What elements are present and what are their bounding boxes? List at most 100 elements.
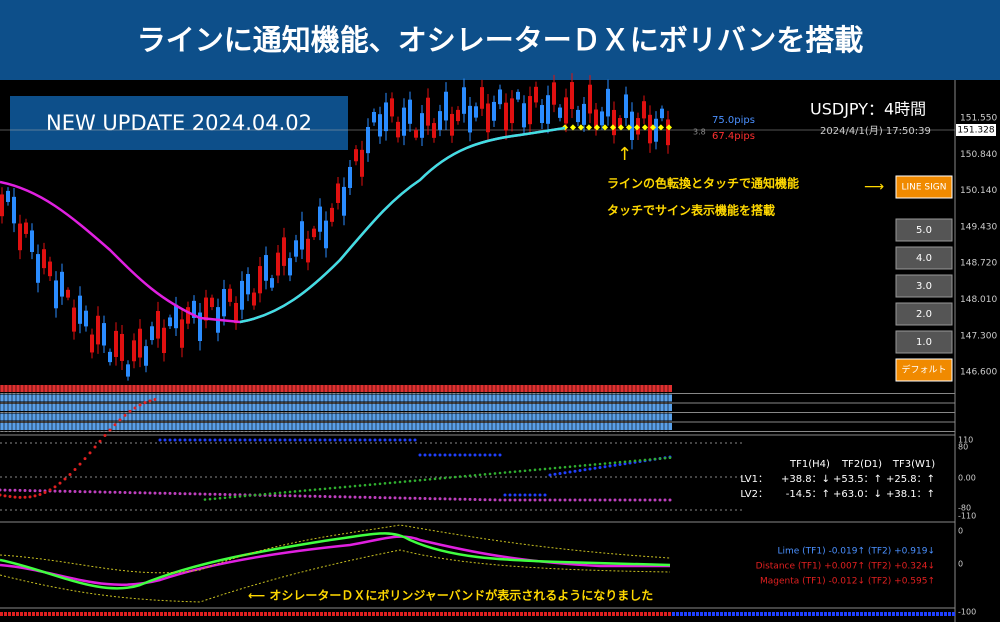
bottom-dot: [116, 612, 119, 616]
bottom-dot: [860, 612, 863, 616]
bottom-dot: [876, 612, 879, 616]
osc-dot: [368, 483, 372, 487]
osc-dot: [413, 479, 417, 482]
bottom-strip: [0, 612, 955, 616]
osc-dot: [273, 494, 277, 497]
osc-dot: [423, 497, 427, 500]
bottom-dot: [124, 612, 127, 616]
osc-dot: [328, 495, 332, 499]
osc-dot: [218, 496, 222, 500]
level-label[interactable]: 3.0: [916, 281, 932, 292]
candle: [162, 327, 166, 354]
osc-dot: [383, 438, 387, 442]
osc-dot: [608, 461, 612, 465]
bottom-dot: [452, 612, 455, 616]
bottom-dot: [224, 612, 227, 616]
bottom-dot: [412, 612, 415, 616]
osc-dot: [158, 438, 162, 442]
candle: [150, 326, 154, 341]
sign: ◆: [650, 123, 657, 132]
bottom-dot: [0, 612, 3, 616]
bottom-dot: [468, 612, 471, 616]
osc-dot: [453, 475, 457, 479]
level-button[interactable]: [895, 218, 953, 242]
level-button[interactable]: [895, 330, 953, 354]
osc-dot: [403, 438, 407, 442]
bottom-dot: [460, 612, 463, 616]
osc-dot: [593, 466, 597, 470]
candle: [306, 238, 310, 263]
osc-dot: [573, 464, 577, 468]
osc-dot: [543, 493, 547, 497]
osc-dot: [328, 438, 332, 442]
osc-dot: [443, 453, 447, 457]
osc-dot: [433, 477, 437, 481]
bottom-dot: [228, 612, 231, 616]
bottom-dot: [740, 612, 743, 616]
bottom-dot: [80, 612, 83, 616]
bottom-dot: [520, 612, 523, 616]
osc-dot: [303, 494, 307, 498]
line-sign-button[interactable]: [895, 175, 953, 199]
bottom-dot: [748, 612, 751, 616]
current-price: 151.328: [957, 126, 994, 136]
bottom-dot: [732, 612, 735, 616]
bottom-dot: [524, 612, 527, 616]
candle: [516, 91, 520, 100]
candle: [582, 103, 586, 125]
osc-dot: [268, 438, 272, 442]
osc-dot: [408, 479, 412, 483]
osc-dot: [18, 495, 22, 499]
osc-dot: [523, 469, 527, 473]
default-label[interactable]: デフォルト: [901, 364, 946, 376]
default-button[interactable]: [895, 358, 953, 382]
osc-dot: [8, 495, 12, 499]
ma-line-cyan: [239, 126, 566, 324]
osc-dot: [103, 490, 107, 494]
bottom-dot: [724, 612, 727, 616]
osc-dot: [203, 438, 207, 442]
osc-dot: [253, 438, 257, 442]
level-button[interactable]: [895, 246, 953, 270]
current-price-box: [956, 124, 996, 136]
level-label[interactable]: 5.0: [916, 225, 932, 236]
osc-dot: [643, 458, 647, 462]
level-button[interactable]: [895, 302, 953, 326]
osc-dot: [208, 438, 212, 442]
osc-dot: [503, 493, 507, 497]
osc-dot: [663, 456, 667, 460]
bottom-dot: [464, 612, 467, 616]
bottom-dot: [868, 612, 871, 616]
bottom-dot: [8, 612, 11, 616]
bottom-dot: [812, 612, 815, 616]
line-sign-label[interactable]: LINE SIGN: [901, 183, 946, 193]
osc-dot: [543, 498, 547, 502]
osc-dot: [118, 490, 122, 494]
level-button[interactable]: [895, 274, 953, 298]
bottom-dot: [332, 612, 335, 616]
bottom-dot: [272, 612, 275, 616]
osc-dot: [153, 398, 157, 402]
osc-dot: [408, 438, 412, 442]
bottom-dot: [940, 612, 943, 616]
osc-dot: [318, 494, 322, 498]
level-label[interactable]: 4.0: [916, 253, 932, 264]
osc-dot: [478, 473, 482, 477]
osc-dot: [333, 486, 337, 490]
bottom-dot: [328, 612, 331, 616]
bottom-dot: [916, 612, 919, 616]
bottom-dot: [516, 612, 519, 616]
level-label[interactable]: 2.0: [916, 309, 932, 320]
candle: [660, 108, 664, 119]
osc-dot: [178, 438, 182, 442]
osc-dot: [308, 488, 312, 492]
osc-dot: [608, 498, 612, 502]
osc-dot: [428, 453, 432, 457]
arrow: ↑: [617, 144, 632, 165]
bottom-dot: [252, 612, 255, 616]
bottom-dot: [392, 612, 395, 616]
level-label[interactable]: 1.0: [916, 337, 932, 348]
sign: ◆: [658, 123, 665, 132]
candle: [318, 206, 322, 232]
